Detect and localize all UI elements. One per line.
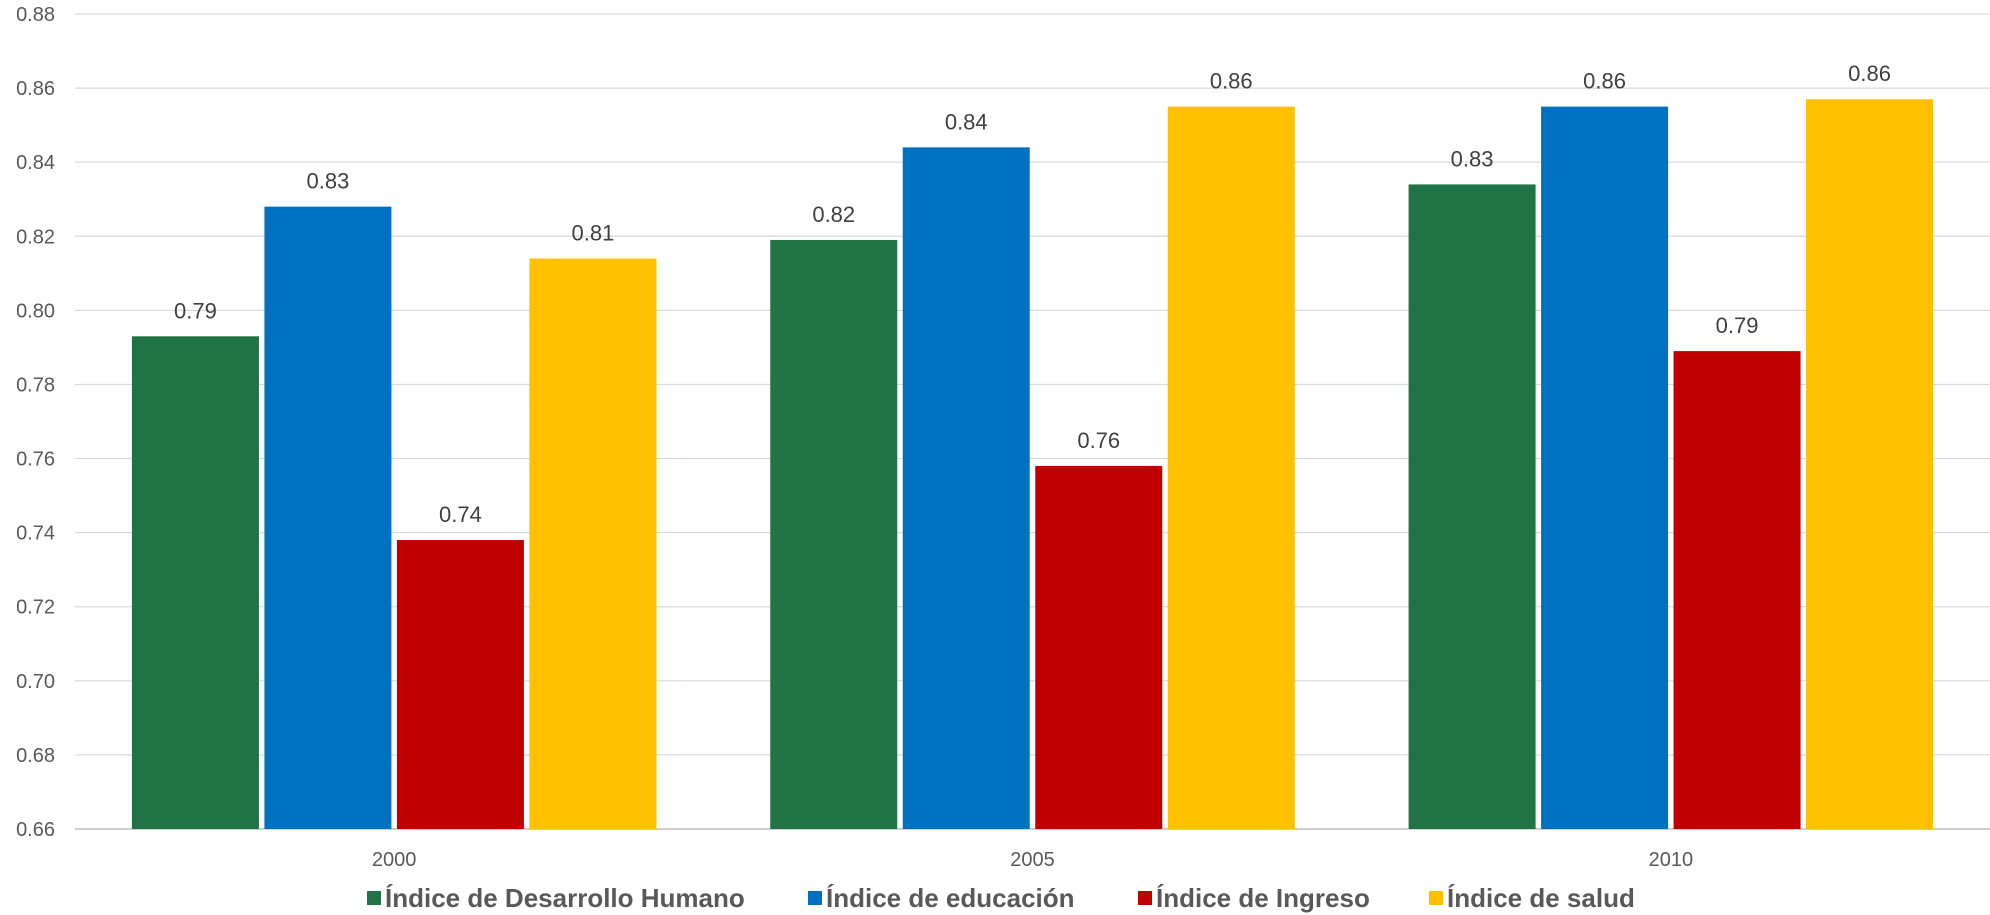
- bars: [131, 99, 1934, 830]
- data-label: 0.86: [1848, 61, 1891, 86]
- y-tick-label: 0.78: [16, 374, 55, 396]
- legend: Índice de Desarrollo Humano Índice de edu…: [367, 883, 1635, 913]
- data-label: 0.81: [572, 221, 615, 246]
- y-tick-label: 0.84: [16, 152, 55, 174]
- legend-label: Índice de Ingreso: [1156, 883, 1370, 913]
- gridlines: [75, 13, 1990, 830]
- data-label: 0.83: [307, 169, 350, 194]
- bar: [264, 206, 392, 830]
- bar: [1673, 351, 1801, 829]
- y-tick-label: 0.76: [16, 449, 55, 471]
- bar: [1167, 106, 1295, 829]
- data-label: 0.76: [1077, 428, 1120, 453]
- data-label: 0.86: [1583, 69, 1626, 94]
- legend-label: Índice de Desarrollo Humano: [385, 883, 745, 913]
- x-tick-label: 2005: [1010, 849, 1055, 871]
- data-label: 0.84: [945, 109, 988, 134]
- data-label: 0.79: [1716, 313, 1759, 338]
- data-labels: 0.79 0.83 0.74 0.81 0.82 0.84 0.76 0.86 0.83 0.86…: [174, 61, 1891, 527]
- bar: [1408, 184, 1536, 830]
- bar: [902, 147, 1030, 829]
- data-label: 0.74: [439, 502, 482, 527]
- x-tick-label: 2010: [1649, 849, 1694, 871]
- bar: [1806, 99, 1934, 830]
- legend-label: Índice de educación: [826, 883, 1075, 913]
- data-label: 0.82: [812, 202, 855, 227]
- y-tick-label: 0.82: [16, 226, 55, 248]
- y-tick-label: 0.70: [16, 671, 55, 693]
- bar: [1541, 106, 1669, 829]
- bar: [131, 336, 259, 829]
- data-label: 0.83: [1451, 146, 1494, 171]
- y-tick-label: 0.74: [16, 523, 55, 545]
- bar: [529, 258, 657, 829]
- legend-label: Índice de salud: [1447, 883, 1635, 913]
- x-axis-ticks: 2000 2005 2010: [372, 849, 1693, 871]
- legend-swatch: [808, 891, 822, 905]
- bar: [396, 540, 524, 829]
- data-label: 0.79: [174, 298, 217, 323]
- data-label: 0.86: [1210, 69, 1253, 94]
- x-tick-label: 2000: [372, 849, 417, 871]
- bar: [1035, 465, 1163, 829]
- legend-swatch: [367, 891, 381, 905]
- y-tick-label: 0.66: [16, 819, 55, 841]
- y-tick-label: 0.80: [16, 300, 55, 322]
- y-tick-label: 0.72: [16, 597, 55, 619]
- legend-swatch: [1429, 891, 1443, 905]
- y-tick-label: 0.68: [16, 745, 55, 767]
- legend-swatch: [1138, 891, 1152, 905]
- y-tick-label: 0.88: [16, 4, 55, 26]
- y-tick-label: 0.86: [16, 78, 55, 100]
- y-axis-ticks: 0.66 0.68 0.70 0.72 0.74 0.76 0.78 0.80 0.82 0.84…: [16, 4, 55, 841]
- bar: [770, 239, 898, 829]
